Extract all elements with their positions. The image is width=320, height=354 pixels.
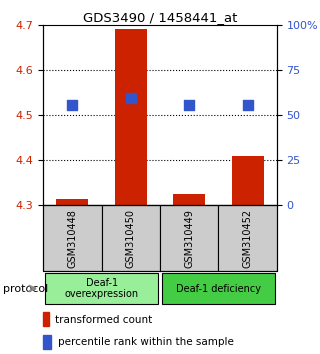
Text: GSM310449: GSM310449 — [184, 209, 194, 268]
Bar — [56, 199, 88, 205]
Bar — [219, 205, 277, 271]
Text: GSM310448: GSM310448 — [68, 209, 77, 268]
Point — [128, 96, 133, 101]
Bar — [43, 335, 51, 349]
Bar — [173, 194, 205, 205]
Text: percentile rank within the sample: percentile rank within the sample — [58, 337, 234, 347]
Text: transformed count: transformed count — [55, 315, 152, 325]
Bar — [43, 205, 101, 271]
Text: protocol: protocol — [3, 284, 48, 293]
Title: GDS3490 / 1458441_at: GDS3490 / 1458441_at — [83, 11, 237, 24]
Point — [187, 102, 192, 108]
Bar — [43, 312, 49, 326]
Bar — [115, 29, 147, 205]
Text: Deaf-1
overexpression: Deaf-1 overexpression — [65, 278, 139, 299]
Bar — [45, 273, 158, 304]
Text: GSM310452: GSM310452 — [243, 209, 252, 268]
Point — [70, 102, 75, 108]
Text: GSM310450: GSM310450 — [126, 209, 136, 268]
Point — [245, 102, 250, 108]
Bar — [232, 156, 264, 205]
Bar — [162, 273, 275, 304]
Bar — [160, 205, 218, 271]
Bar — [102, 205, 160, 271]
Text: Deaf-1 deficiency: Deaf-1 deficiency — [176, 284, 261, 293]
